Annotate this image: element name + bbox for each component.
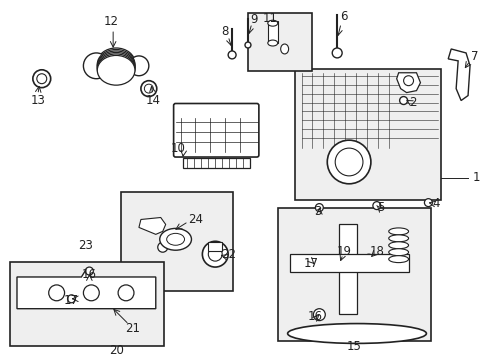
Circle shape (332, 258, 345, 270)
Bar (339, 224, 356, 314)
Text: 4: 4 (432, 197, 439, 210)
Circle shape (313, 309, 325, 321)
Text: 2: 2 (408, 96, 415, 109)
Circle shape (67, 295, 75, 303)
Ellipse shape (388, 249, 408, 256)
Circle shape (331, 48, 342, 58)
Bar (121, 192, 233, 291)
Text: 5: 5 (376, 201, 384, 214)
Ellipse shape (97, 55, 135, 85)
Bar (208, 242, 222, 251)
Circle shape (83, 53, 109, 79)
Ellipse shape (388, 242, 408, 249)
Circle shape (144, 84, 153, 93)
Circle shape (129, 56, 148, 76)
Circle shape (424, 199, 431, 207)
Bar (10, 262, 163, 346)
Text: 22: 22 (220, 248, 235, 261)
Text: 14: 14 (145, 94, 160, 107)
Text: 16: 16 (81, 269, 97, 282)
FancyBboxPatch shape (173, 103, 258, 157)
Bar (289, 254, 408, 272)
Polygon shape (17, 269, 156, 309)
Text: 17: 17 (304, 257, 318, 270)
Circle shape (244, 42, 250, 48)
Polygon shape (396, 73, 420, 93)
Text: 20: 20 (108, 344, 123, 357)
Circle shape (228, 51, 236, 59)
Text: 16: 16 (307, 310, 322, 323)
Text: 12: 12 (103, 15, 119, 28)
Text: 15: 15 (346, 340, 361, 353)
Circle shape (334, 148, 362, 176)
Circle shape (141, 81, 157, 96)
Ellipse shape (160, 228, 191, 250)
Polygon shape (139, 217, 165, 234)
Circle shape (399, 96, 407, 104)
Ellipse shape (97, 54, 135, 84)
Ellipse shape (280, 44, 288, 54)
Ellipse shape (287, 324, 426, 343)
Bar (294, 69, 440, 200)
Text: 6: 6 (340, 10, 347, 23)
Bar (182, 158, 249, 168)
Circle shape (85, 267, 93, 275)
Ellipse shape (267, 40, 277, 46)
Circle shape (326, 140, 370, 184)
Text: 17: 17 (64, 294, 79, 307)
Text: 23: 23 (78, 239, 93, 252)
Text: 13: 13 (30, 94, 45, 107)
Bar (247, 13, 312, 71)
Circle shape (202, 241, 228, 267)
Ellipse shape (97, 51, 135, 81)
Circle shape (372, 202, 380, 210)
Circle shape (83, 285, 99, 301)
Text: 24: 24 (187, 213, 203, 226)
Polygon shape (447, 49, 469, 100)
Ellipse shape (97, 49, 135, 79)
Circle shape (363, 254, 373, 264)
Circle shape (403, 76, 413, 86)
Text: 21: 21 (125, 322, 140, 335)
Bar (267, 21, 277, 43)
Ellipse shape (166, 233, 184, 245)
Ellipse shape (97, 53, 135, 82)
Text: 18: 18 (368, 245, 384, 258)
Text: 3: 3 (313, 205, 321, 218)
Circle shape (307, 257, 321, 271)
Circle shape (37, 74, 47, 84)
Ellipse shape (388, 228, 408, 235)
Text: 8: 8 (221, 24, 228, 38)
Circle shape (49, 285, 64, 301)
Text: 7: 7 (470, 50, 478, 63)
Text: 10: 10 (171, 141, 185, 154)
Bar (277, 208, 430, 341)
Circle shape (118, 285, 134, 301)
Circle shape (208, 247, 222, 261)
Text: 11: 11 (262, 12, 277, 25)
Text: 19: 19 (336, 245, 351, 258)
Text: 9: 9 (250, 13, 257, 26)
Circle shape (158, 242, 167, 252)
Circle shape (315, 204, 323, 212)
Text: 1: 1 (471, 171, 479, 184)
Ellipse shape (388, 256, 408, 262)
Ellipse shape (267, 20, 277, 26)
Ellipse shape (388, 235, 408, 242)
Circle shape (33, 70, 51, 87)
Ellipse shape (97, 48, 135, 78)
